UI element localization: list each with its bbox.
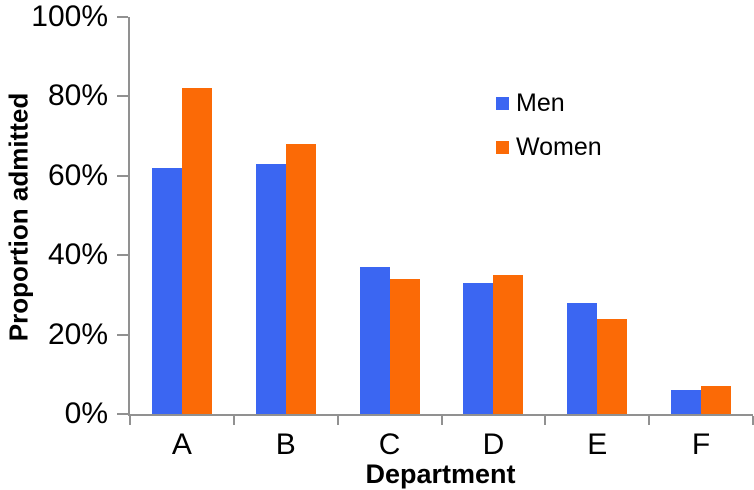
y-axis-title: Proportion admitted xyxy=(3,92,34,342)
x-tick-label-e: E xyxy=(587,428,608,461)
x-tick-label-c: C xyxy=(378,428,401,461)
y-tick-mark-40 xyxy=(117,254,128,257)
bar-women-b xyxy=(285,144,316,414)
y-tick-mark-20 xyxy=(117,333,128,336)
x-tick-mark-1 xyxy=(232,416,235,425)
men-series-swatch-icon xyxy=(496,96,509,110)
x-tick-label-b: B xyxy=(275,428,296,461)
x-axis-title: Department xyxy=(365,459,516,489)
bar-men-d xyxy=(463,282,494,414)
x-tick-label-d: D xyxy=(482,428,505,461)
x-tick-label-f: F xyxy=(691,428,711,461)
bar-women-c xyxy=(389,279,420,414)
y-tick-mark-80 xyxy=(117,95,128,98)
y-tick-label-100: 100% xyxy=(31,0,108,33)
y-tick-mark-100 xyxy=(117,16,128,18)
legend-item-men: Men xyxy=(496,88,565,118)
x-tick-mark-2 xyxy=(336,416,339,425)
women-series-swatch-icon xyxy=(496,140,509,154)
bar-women-e xyxy=(597,318,628,414)
women-legend-label: Women xyxy=(516,132,602,161)
y-tick-label-60: 60% xyxy=(47,158,108,192)
y-tick-label-20: 20% xyxy=(47,317,108,351)
bar-men-b xyxy=(255,163,286,414)
bar-women-f xyxy=(701,386,732,414)
y-tick-mark-0 xyxy=(117,413,128,415)
y-tick-label-0: 0% xyxy=(64,397,108,430)
y-tick-mark-60 xyxy=(117,174,128,177)
bar-men-e xyxy=(567,302,598,414)
legend-item-women: Women xyxy=(496,132,602,162)
x-tick-mark-6 xyxy=(752,416,754,425)
x-tick-label-a: A xyxy=(171,428,192,461)
x-tick-mark-4 xyxy=(544,416,547,425)
men-legend-label: Men xyxy=(516,88,565,117)
y-tick-label-40: 40% xyxy=(47,238,108,272)
bar-women-d xyxy=(493,275,524,414)
x-tick-mark-3 xyxy=(440,416,443,425)
bar-men-c xyxy=(359,267,390,414)
bar-women-a xyxy=(181,88,212,414)
y-tick-label-80: 80% xyxy=(47,79,108,113)
x-tick-mark-0 xyxy=(129,416,131,425)
bar-men-f xyxy=(671,390,702,414)
x-tick-mark-5 xyxy=(648,416,651,425)
plot-area xyxy=(128,17,753,416)
bar-men-a xyxy=(151,167,182,414)
